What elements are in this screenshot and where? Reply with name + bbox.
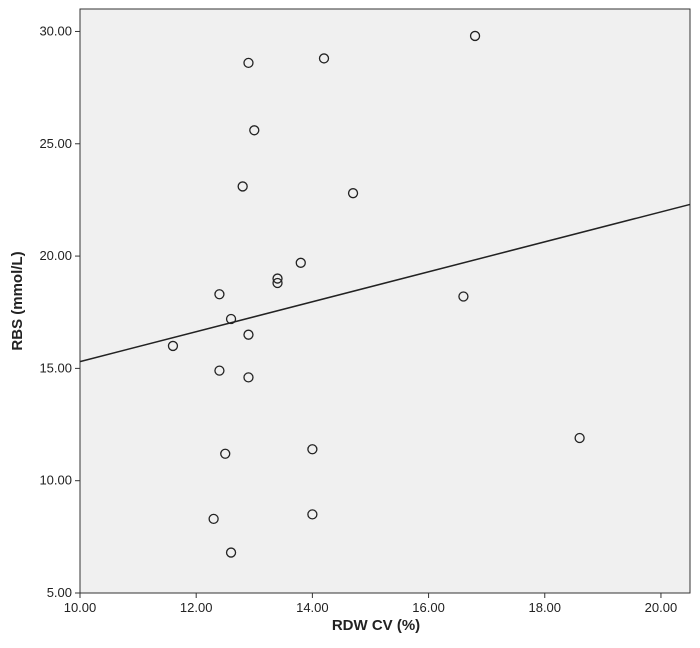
data-point <box>225 313 237 325</box>
y-tick-label: 15.00 <box>39 360 72 375</box>
data-point <box>307 509 318 520</box>
x-axis-ticks: 10.00 12.00 14.00 16.00 18.00 20.00 <box>64 593 677 615</box>
y-tick-label: 20.00 <box>39 248 72 263</box>
data-point <box>243 372 254 383</box>
data-point <box>220 448 231 459</box>
data-point <box>214 365 225 376</box>
data-point <box>225 547 237 558</box>
x-tick-label: 18.00 <box>528 600 561 615</box>
data-point <box>307 444 318 455</box>
fit-line <box>79 203 691 363</box>
y-tick-label: 10.00 <box>39 473 72 488</box>
data-point <box>167 340 179 352</box>
y-axis-title: RBS (mmol/L) <box>9 251 26 350</box>
y-tick-label: 5.00 <box>47 585 72 600</box>
data-point <box>272 273 283 284</box>
data-point <box>295 257 306 268</box>
y-tick-label: 30.00 <box>39 23 72 38</box>
data-point <box>237 181 248 192</box>
data-point <box>243 329 254 340</box>
data-point <box>574 432 585 444</box>
y-axis-ticks: 5.00 10.00 15.00 20.00 25.00 30.00 <box>39 23 80 600</box>
x-tick-label: 12.00 <box>180 600 213 615</box>
data-point <box>272 277 283 289</box>
x-axis-title: RDW CV (%) <box>332 617 420 634</box>
data-point <box>318 53 330 64</box>
data-point <box>249 125 260 136</box>
y-tick-label: 25.00 <box>39 136 72 151</box>
x-tick-label: 10.00 <box>64 600 97 615</box>
data-point <box>208 513 219 525</box>
data-point <box>214 289 225 300</box>
x-tick-label: 20.00 <box>645 600 678 615</box>
data-point <box>347 188 359 199</box>
x-tick-label: 16.00 <box>412 600 445 615</box>
data-point <box>243 57 254 69</box>
plot-area <box>79 8 691 594</box>
data-points <box>167 30 585 558</box>
data-point <box>469 30 481 42</box>
x-tick-label: 14.00 <box>296 600 329 615</box>
data-point <box>458 291 469 302</box>
